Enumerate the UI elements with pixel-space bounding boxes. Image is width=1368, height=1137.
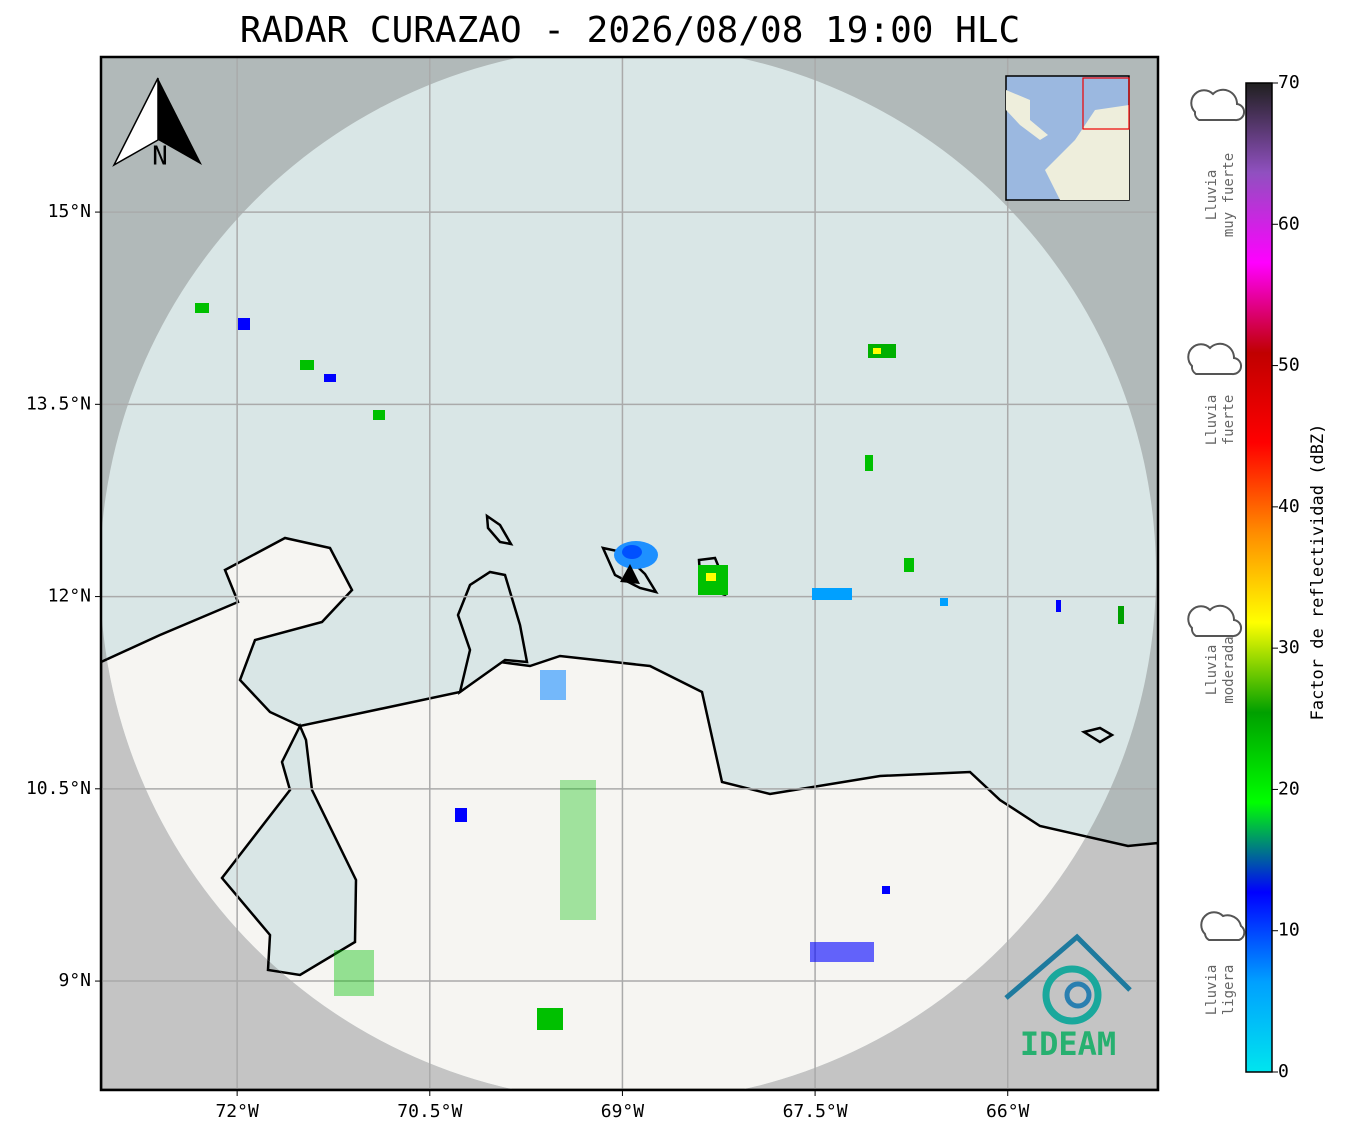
legend-label: Lluvia (1204, 645, 1220, 696)
colorbar-tick-label: 50 (1278, 355, 1300, 376)
logo-text: IDEAM (1020, 1025, 1116, 1063)
x-tick-label: 67.5°W (783, 1101, 848, 1122)
echo (324, 374, 336, 382)
colorbar-tick-label: 60 (1278, 213, 1300, 234)
north-arrow: N (112, 77, 202, 172)
grid (101, 57, 1158, 1090)
echo (868, 344, 896, 358)
echo (455, 808, 467, 822)
echo (238, 318, 250, 330)
echo (812, 588, 852, 600)
legend-label: ligera (1221, 965, 1237, 1016)
map-title: RADAR CURAZAO - 2026/08/08 19:00 HLC (240, 10, 1020, 51)
echo (865, 455, 873, 471)
y-tick-label: 12°N (48, 586, 91, 607)
colorbar-tick-label: 40 (1278, 496, 1300, 517)
legend-label: moderada (1221, 636, 1237, 703)
echo (873, 348, 881, 354)
colorbar-tick-label: 0 (1278, 1061, 1289, 1082)
inset-map (1005, 75, 1130, 201)
gulf-coast (456, 570, 529, 695)
y-tick-label: 13.5°N (26, 393, 91, 414)
legend-label: Lluvia (1204, 965, 1220, 1016)
echo (1056, 600, 1061, 612)
radar-site (620, 564, 640, 584)
colorbar-tick-label: 20 (1278, 778, 1300, 799)
x-tick-label: 66°W (986, 1101, 1030, 1122)
x-tick-label: 69°W (601, 1101, 645, 1122)
legend-icons (1187, 88, 1246, 941)
y-tick-label: 9°N (58, 970, 91, 991)
island-margarita (1080, 726, 1115, 744)
radar-disc (101, 57, 1156, 1090)
echo (537, 1008, 563, 1030)
echo (882, 886, 890, 894)
echo (706, 573, 716, 581)
north-label: N (152, 142, 168, 172)
colorbar-tick-label: 30 (1278, 637, 1300, 658)
island-aruba (485, 513, 514, 546)
colorbar-label: Factor de reflectividad (dBZ) (1308, 424, 1328, 721)
echo (1118, 606, 1124, 624)
echo (195, 303, 209, 313)
echo (540, 670, 566, 700)
echo (940, 598, 948, 606)
legend-label: fuerte (1221, 395, 1237, 446)
map-frame (99, 55, 1160, 1092)
echo (373, 410, 385, 420)
x-tick-label: 72°W (215, 1101, 259, 1122)
y-tick-label: 15°N (48, 201, 91, 222)
echo (560, 780, 596, 920)
logo: IDEAM (1004, 933, 1132, 1063)
echo (810, 942, 874, 962)
legend-label: Lluvia (1204, 395, 1220, 446)
colorbar-tick-label: 10 (1278, 920, 1300, 941)
colorbar (1245, 82, 1273, 1073)
y-tick-label: 10.5°N (26, 778, 91, 799)
x-tick-label: 70.5°W (397, 1101, 462, 1122)
echo (300, 360, 314, 370)
map-area: N IDEAM (101, 57, 1158, 1090)
echo (904, 558, 914, 572)
echo (334, 950, 374, 996)
radar-echoes (195, 303, 1124, 1030)
colorbar-tick-label: 70 (1278, 72, 1300, 93)
echo (622, 545, 642, 559)
legend-label: Lluvia (1204, 170, 1220, 221)
land (101, 536, 1156, 1090)
colorbar-ticks: 0 10 20 30 40 50 60 70 (1272, 72, 1300, 1082)
legend-label: muy fuerte (1221, 153, 1237, 237)
